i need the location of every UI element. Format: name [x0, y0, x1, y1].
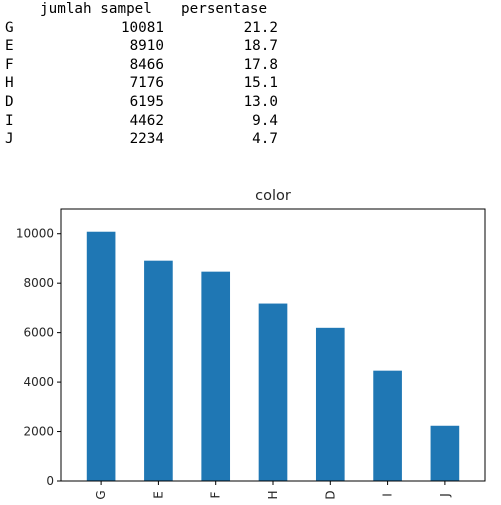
y-tick-label: 6000: [23, 326, 54, 340]
column-header-persentase: persentase: [181, 1, 268, 17]
y-tick-label: 4000: [23, 375, 54, 389]
bar: [144, 260, 173, 481]
bar: [201, 271, 231, 481]
dataframe-output: jumlah sampel persentase G 10081 21.2 E 8910…: [0, 0, 278, 149]
row-index-label: H: [5, 75, 14, 92]
table-row: F 8466 17.8: [0, 56, 278, 75]
row-index-label: F: [5, 56, 14, 73]
x-tick-label: G: [94, 490, 108, 499]
bar: [86, 231, 116, 481]
count-cell: 8910: [129, 38, 164, 55]
table-header-row: jumlah sampel persentase: [0, 0, 267, 19]
table-row: G 10081 21.2: [0, 19, 278, 38]
x-tick-label: F: [209, 491, 223, 498]
table-row: E 8910 18.7: [0, 37, 278, 56]
bar: [430, 425, 460, 481]
row-index-label: J: [5, 131, 14, 148]
y-tick-label: 2000: [23, 425, 54, 439]
table-row: J 2234 4.7: [0, 130, 278, 149]
y-tick-label: 10000: [16, 227, 54, 241]
count-cell: 4462: [129, 112, 164, 129]
count-cell: 2234: [129, 131, 164, 148]
percentage-cell: 13.0: [243, 93, 278, 110]
count-cell: 6195: [129, 93, 164, 110]
table-row: D 6195 13.0: [0, 93, 278, 112]
percentage-cell: 9.4: [252, 112, 278, 129]
table-row: H 7176 15.1: [0, 74, 278, 93]
row-index-label: G: [5, 19, 14, 36]
row-index-label: I: [5, 112, 14, 129]
column-header-jumlah-sampel: jumlah sampel: [40, 1, 152, 17]
x-tick-label: I: [381, 493, 395, 497]
percentage-cell: 17.8: [243, 56, 278, 73]
x-tick-label: D: [323, 490, 337, 499]
count-cell: 7176: [129, 75, 164, 92]
y-tick-label: 8000: [23, 276, 54, 290]
percentage-cell: 18.7: [243, 38, 278, 55]
bar: [373, 370, 402, 481]
percentage-cell: 15.1: [243, 75, 278, 92]
bar: [258, 303, 288, 481]
axes-frame: [60, 208, 486, 482]
row-index-label: D: [5, 93, 14, 110]
count-cell: 8466: [129, 56, 164, 73]
row-index-label: E: [5, 38, 14, 55]
percentage-cell: 4.7: [252, 131, 278, 148]
count-cell: 10081: [120, 19, 164, 36]
x-tick-label: J: [438, 493, 452, 498]
y-tick-label: 0: [46, 474, 54, 488]
bar: [315, 327, 345, 481]
chart-title: color: [255, 188, 291, 204]
x-tick-label: E: [151, 491, 165, 499]
table-row: I 4462 9.4: [0, 112, 278, 131]
x-tick-label: H: [266, 490, 280, 499]
percentage-cell: 21.2: [243, 19, 278, 36]
